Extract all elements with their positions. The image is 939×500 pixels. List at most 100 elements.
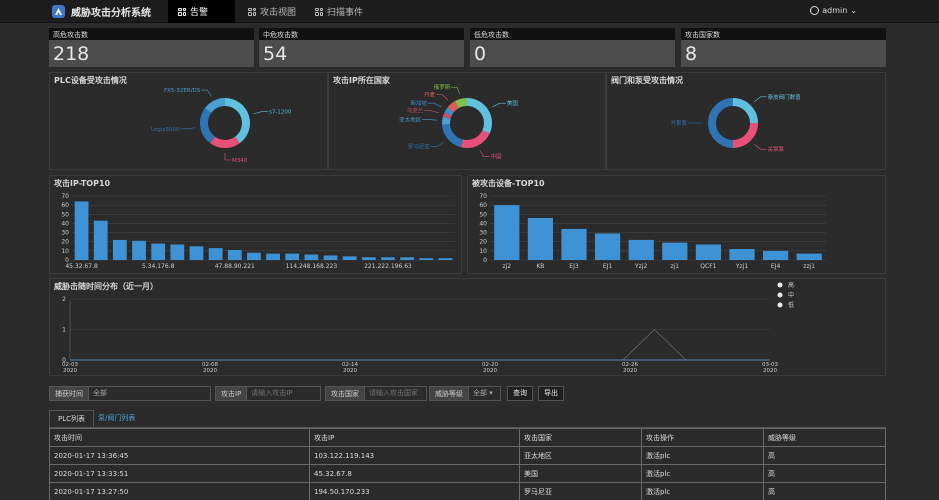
bar[interactable] bbox=[247, 252, 261, 260]
nav-scan-events-label: 扫描事件 bbox=[327, 8, 364, 18]
x-tick-label: 2020 bbox=[623, 368, 637, 374]
stat-label: 低危攻击数 bbox=[470, 28, 675, 40]
bar[interactable] bbox=[400, 257, 415, 260]
bar[interactable] bbox=[132, 240, 146, 260]
panel-title: PLC设备受攻击情况 bbox=[54, 76, 127, 85]
bar[interactable] bbox=[323, 255, 338, 260]
tab-pump-valve-list[interactable]: 泵/阀门列表 bbox=[98, 414, 136, 422]
ip-filter-label: 攻击IP bbox=[215, 386, 248, 401]
bar[interactable] bbox=[266, 253, 280, 260]
donut-slice[interactable] bbox=[442, 112, 452, 119]
x-tick-label: 2020 bbox=[763, 368, 777, 374]
bar[interactable] bbox=[419, 258, 434, 260]
bar[interactable] bbox=[729, 249, 755, 260]
y-tick-label: 70 bbox=[61, 193, 69, 200]
cell-ip: 194.50.170.233 bbox=[309, 482, 520, 500]
top-bar: 威胁攻击分析系统 告警 攻击视图 扫描事件 admin ⌄ bbox=[0, 0, 939, 23]
legend-dot bbox=[777, 292, 783, 298]
donut-slice[interactable] bbox=[732, 122, 758, 148]
bar[interactable] bbox=[527, 217, 553, 260]
bar[interactable] bbox=[628, 239, 654, 260]
donut-slice[interactable] bbox=[708, 98, 734, 148]
donut-slice[interactable] bbox=[444, 107, 454, 116]
slice-label: Logix5000 bbox=[151, 127, 180, 133]
bar[interactable] bbox=[112, 239, 127, 260]
bar[interactable] bbox=[494, 205, 520, 260]
bar[interactable] bbox=[342, 256, 357, 260]
ip-filter: 攻击IP bbox=[215, 386, 322, 401]
cell-country: 美国 bbox=[519, 464, 642, 483]
brand[interactable]: 威胁攻击分析系统 bbox=[52, 4, 151, 19]
bar[interactable] bbox=[74, 201, 89, 260]
tab-plc-list[interactable]: PLC列表 bbox=[49, 410, 95, 427]
donut-slice[interactable] bbox=[447, 101, 459, 113]
x-tick-label: 45.32.67.8 bbox=[65, 263, 98, 270]
donut-slice[interactable] bbox=[224, 98, 250, 144]
bar[interactable] bbox=[170, 244, 185, 260]
column-header[interactable]: 攻击时间 bbox=[49, 428, 310, 447]
donut-slice[interactable] bbox=[460, 129, 490, 148]
panel-title: 威胁击随时间分布（近一月） bbox=[54, 282, 158, 291]
y-tick-label: 40 bbox=[479, 220, 487, 227]
ip-search-input[interactable] bbox=[247, 386, 322, 401]
y-tick-label: 0 bbox=[483, 257, 487, 264]
slice-label: FX5-32ER/DS bbox=[164, 88, 201, 94]
series-line[interactable] bbox=[70, 328, 770, 361]
bar[interactable] bbox=[796, 253, 822, 260]
x-tick-label: 114.248.168.223 bbox=[286, 263, 338, 270]
nav-scan-events[interactable]: 扫描事件 bbox=[305, 0, 373, 23]
bar[interactable] bbox=[561, 228, 587, 260]
donut-slice[interactable] bbox=[454, 98, 468, 109]
x-tick-label: EJ4 bbox=[771, 263, 781, 270]
table-row[interactable]: 2020-01-17 13:33:51 45.32.67.8 美国 激活plc … bbox=[49, 464, 886, 483]
bar[interactable] bbox=[662, 242, 688, 260]
bar[interactable] bbox=[695, 244, 721, 260]
bar[interactable] bbox=[763, 250, 789, 260]
user-icon bbox=[810, 6, 820, 15]
stat-label: 高危攻击数 bbox=[49, 28, 254, 40]
bar[interactable] bbox=[361, 257, 376, 260]
user-menu[interactable]: admin ⌄ bbox=[810, 6, 857, 15]
donut-slice[interactable] bbox=[442, 116, 451, 125]
column-header[interactable]: 攻击国家 bbox=[519, 428, 642, 447]
export-button[interactable]: 导出 bbox=[538, 386, 564, 401]
bar[interactable] bbox=[208, 248, 223, 260]
nav-attack-view[interactable]: 攻击视图 bbox=[238, 0, 306, 23]
slice-leader-line bbox=[201, 89, 212, 97]
country-search-input[interactable] bbox=[365, 386, 427, 401]
stat-value: 218 bbox=[49, 40, 254, 67]
donut-slice[interactable] bbox=[732, 98, 758, 124]
donut-slice[interactable] bbox=[466, 98, 492, 134]
bar[interactable] bbox=[595, 233, 621, 260]
table-row[interactable]: 2020-01-17 13:27:50 194.50.170.233 罗马尼亚 … bbox=[49, 482, 886, 500]
bar[interactable] bbox=[151, 243, 166, 260]
bar[interactable] bbox=[285, 253, 300, 260]
bar[interactable] bbox=[381, 257, 395, 260]
level-select[interactable]: 全部 ▾ bbox=[469, 386, 501, 401]
column-header[interactable]: 攻击IP bbox=[309, 428, 520, 447]
bar[interactable] bbox=[304, 254, 319, 260]
bar[interactable] bbox=[438, 258, 453, 260]
legend-label[interactable]: 高 bbox=[788, 281, 794, 289]
column-header[interactable]: 威胁等级 bbox=[763, 428, 886, 447]
donut-slice[interactable] bbox=[442, 123, 464, 148]
donut-slice[interactable] bbox=[200, 108, 216, 144]
donut-slice[interactable] bbox=[204, 98, 226, 114]
slice-label: 中国 bbox=[491, 152, 503, 160]
bar[interactable] bbox=[227, 249, 242, 260]
slice-leader-line bbox=[754, 143, 767, 150]
legend-label[interactable]: 中 bbox=[788, 291, 794, 299]
donut-slice[interactable] bbox=[210, 136, 240, 148]
y-tick-label: 40 bbox=[61, 220, 69, 227]
legend-label[interactable]: 低 bbox=[788, 301, 794, 309]
column-header[interactable]: 攻击操作 bbox=[641, 428, 764, 447]
nav-alerts[interactable]: 告警 bbox=[168, 0, 235, 23]
cell-operation: 激活plc bbox=[641, 446, 764, 465]
table-row[interactable]: 2020-01-17 13:36:45 103.122.119.143 亚太地区… bbox=[49, 446, 886, 465]
country-filter: 攻击国家 bbox=[325, 386, 427, 401]
time-select[interactable]: 全部 bbox=[89, 386, 211, 401]
bar[interactable] bbox=[189, 246, 204, 260]
attack-table: 攻击时间 攻击IP 攻击国家 攻击操作 威胁等级 2020-01-17 13:3… bbox=[49, 428, 886, 500]
query-button[interactable]: 查询 bbox=[507, 386, 533, 401]
bar[interactable] bbox=[93, 220, 108, 260]
